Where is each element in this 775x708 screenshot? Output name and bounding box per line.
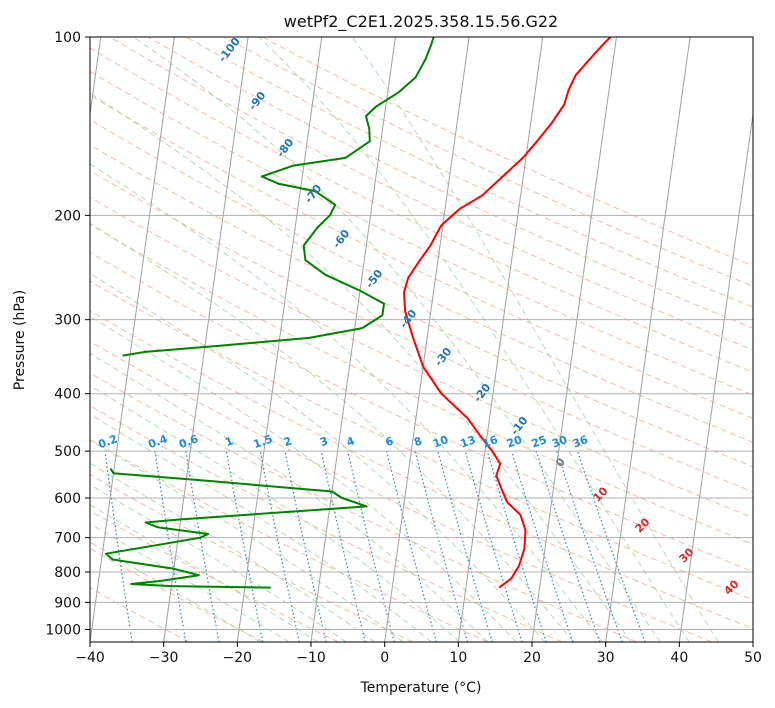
moist-adiabat [90,272,546,642]
dry-adiabat [90,94,753,419]
dry-adiabat [90,340,712,642]
moist-adiabat [90,462,376,642]
mixing-ratio-label: 0.6 [177,432,200,451]
moist-adiabat [90,352,489,642]
dry-adiabat [90,310,753,630]
mixing-ratio-label: 4 [345,434,357,449]
isotherm [531,37,617,642]
y-axis: 100 200 300 400 500 600 700 800 900 1000 [45,30,90,638]
plot-area: 0.10.20.40.611.52346810131620253036-100-… [90,37,753,642]
x-tick-label: −30 [149,650,179,666]
y-tick-label: 900 [54,595,81,611]
moist-adiabat [90,385,461,642]
mixing-ratio-line [259,450,300,642]
dry-adiabat [90,223,753,545]
x-tick-label: −10 [296,650,326,666]
moist-adiabat [90,163,603,642]
x-axis: −40 −30 −20 −10 0 10 20 30 40 50 [75,642,762,666]
mixing-ratio-line [386,450,437,642]
mixing-ratio-label: 6 [384,434,396,449]
mixing-ratio-line [511,450,574,642]
mixing-ratio-line [414,450,469,642]
x-tick-label: 20 [523,650,541,666]
mixing-ratio-label: 8 [412,434,424,449]
y-tick-label: 700 [54,531,81,547]
mixing-ratio-label: 0.4 [146,432,169,451]
x-tick-label: 0 [380,650,389,666]
y-tick-label: 200 [54,208,81,224]
dewpoint-line [105,467,368,589]
mixing-ratio-line [437,450,493,642]
dewpoint-line [122,37,435,357]
moist-adiabat [90,222,574,642]
moist-adiabat [351,37,719,642]
mixing-ratio-line [576,450,646,642]
plot-frame [89,36,754,643]
moist-adiabat [133,37,661,642]
y-axis-label: Pressure (hPa) [12,290,28,390]
mixing-ratio-label: 3 [318,434,330,449]
y-tick-label: 1000 [45,622,81,638]
mixing-ratio-label: 10 [431,433,450,451]
dry-adiabat [90,405,563,642]
y-tick-label: 100 [54,30,81,46]
x-axis-label: Temperature (°C) [360,680,482,696]
isotherms [90,37,753,642]
temperature-line [403,37,612,589]
mixing-ratio-line [486,450,547,642]
x-tick-label: 30 [597,650,615,666]
mixing-ratio-label: 20 [505,433,524,451]
profile-series [105,37,612,589]
mixing-ratio-label: 0.2 [96,432,119,451]
mixing-ratio-label: 16 [481,433,500,451]
mixing-ratio-label: 1 [223,434,235,449]
dry-adiabat [223,37,753,287]
mixing-ratio-label: 36 [571,433,590,451]
mixing-ratio-line [464,450,523,642]
x-tick-label: 40 [670,650,688,666]
moist-adiabat [90,541,261,642]
y-tick-label: 800 [54,565,81,581]
isotherm [384,37,470,642]
isotherm [605,37,691,642]
dry-adiabat [90,510,339,642]
isotherm [310,37,396,642]
moist-adiabat [90,439,404,642]
mixing-ratio-line [535,450,601,642]
dry-adiabat [90,70,753,396]
moist-adiabat [258,37,690,642]
mixing-ratio-line [284,450,327,642]
mixing-ratio-label: 30 [550,433,569,451]
mixing-ratio-label: 2 [282,434,294,449]
mixing-ratio-label: 1.5 [252,432,275,451]
isotherm [678,110,753,642]
y-tick-label: 400 [54,387,81,403]
x-tick-label: −20 [223,650,253,666]
dry-adiabat [90,170,753,493]
chart-title: wetPf2_C2E1.2025.358.15.56.G22 [284,12,558,32]
moist-adiabat [90,413,432,642]
pressure-gridlines [90,37,753,630]
dry-adiabat [90,280,753,601]
x-tick-label: 50 [744,650,762,666]
dry-adiabat [147,37,753,329]
dry-adiabat [90,547,264,642]
moist-adiabat [90,523,290,642]
x-tick-label: −40 [75,650,105,666]
y-tick-label: 300 [54,313,81,329]
mixing-ratio-line [556,450,623,642]
y-tick-label: 600 [54,491,81,507]
mixing-ratio-line [225,450,264,642]
mixing-ratio-label: 25 [530,433,549,450]
y-tick-label: 500 [54,444,81,460]
x-tick-label: 10 [449,650,467,666]
isotherm [457,37,544,642]
mixing-ratio-label: 13 [459,433,478,450]
dry-adiabat [109,37,753,351]
isotherm [90,37,175,642]
mixing-ratio-line [320,450,366,642]
dry-adiabat [90,196,753,519]
